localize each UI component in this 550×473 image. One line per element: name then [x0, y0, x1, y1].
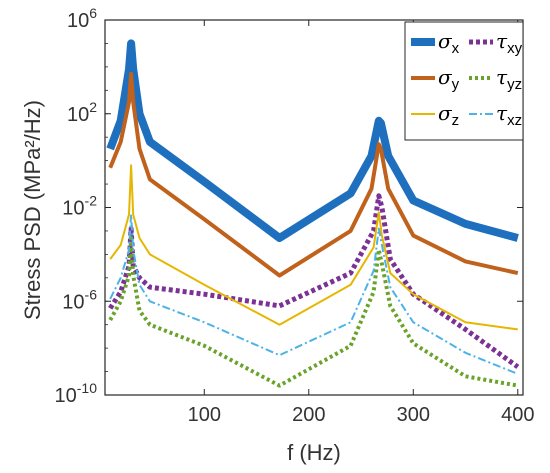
series-line-xy — [108, 193, 520, 369]
x-tick-label: 100 — [188, 404, 221, 426]
series-line-yz — [108, 236, 519, 388]
y-tick-label: 106 — [67, 5, 97, 32]
legend-label-yz: τyz — [496, 65, 522, 93]
x-axis-label: f (Hz) — [287, 440, 341, 465]
series-line-z — [109, 164, 518, 331]
legend-label-y: σy — [438, 65, 460, 93]
legend: σx σy τxy σz τyz τxz — [404, 21, 524, 141]
legend-label-x: σx — [438, 29, 460, 57]
series-line-y — [108, 71, 519, 278]
legend-label-xz: τxz — [496, 101, 522, 129]
series-line-xz — [109, 213, 519, 375]
series-group — [106, 39, 520, 388]
y-axis-label: Stress PSD (MPa²/Hz) — [20, 100, 45, 320]
x-tick-label: 300 — [397, 404, 430, 426]
legend-label-z: σz — [438, 101, 459, 129]
series-line-x — [106, 39, 519, 242]
tick-labels-group: 100 200 300 400 10-10 10-6 10-2 102 106 — [55, 5, 535, 426]
y-tick-label: 102 — [67, 99, 97, 126]
x-tick-label: 200 — [292, 404, 325, 426]
y-tick-label: 10-2 — [62, 193, 97, 220]
y-tick-label: 10-10 — [55, 380, 98, 407]
x-tick-label: 400 — [501, 404, 534, 426]
y-tick-label: 10-6 — [62, 286, 97, 313]
legend-label-xy: τxy — [496, 29, 523, 57]
